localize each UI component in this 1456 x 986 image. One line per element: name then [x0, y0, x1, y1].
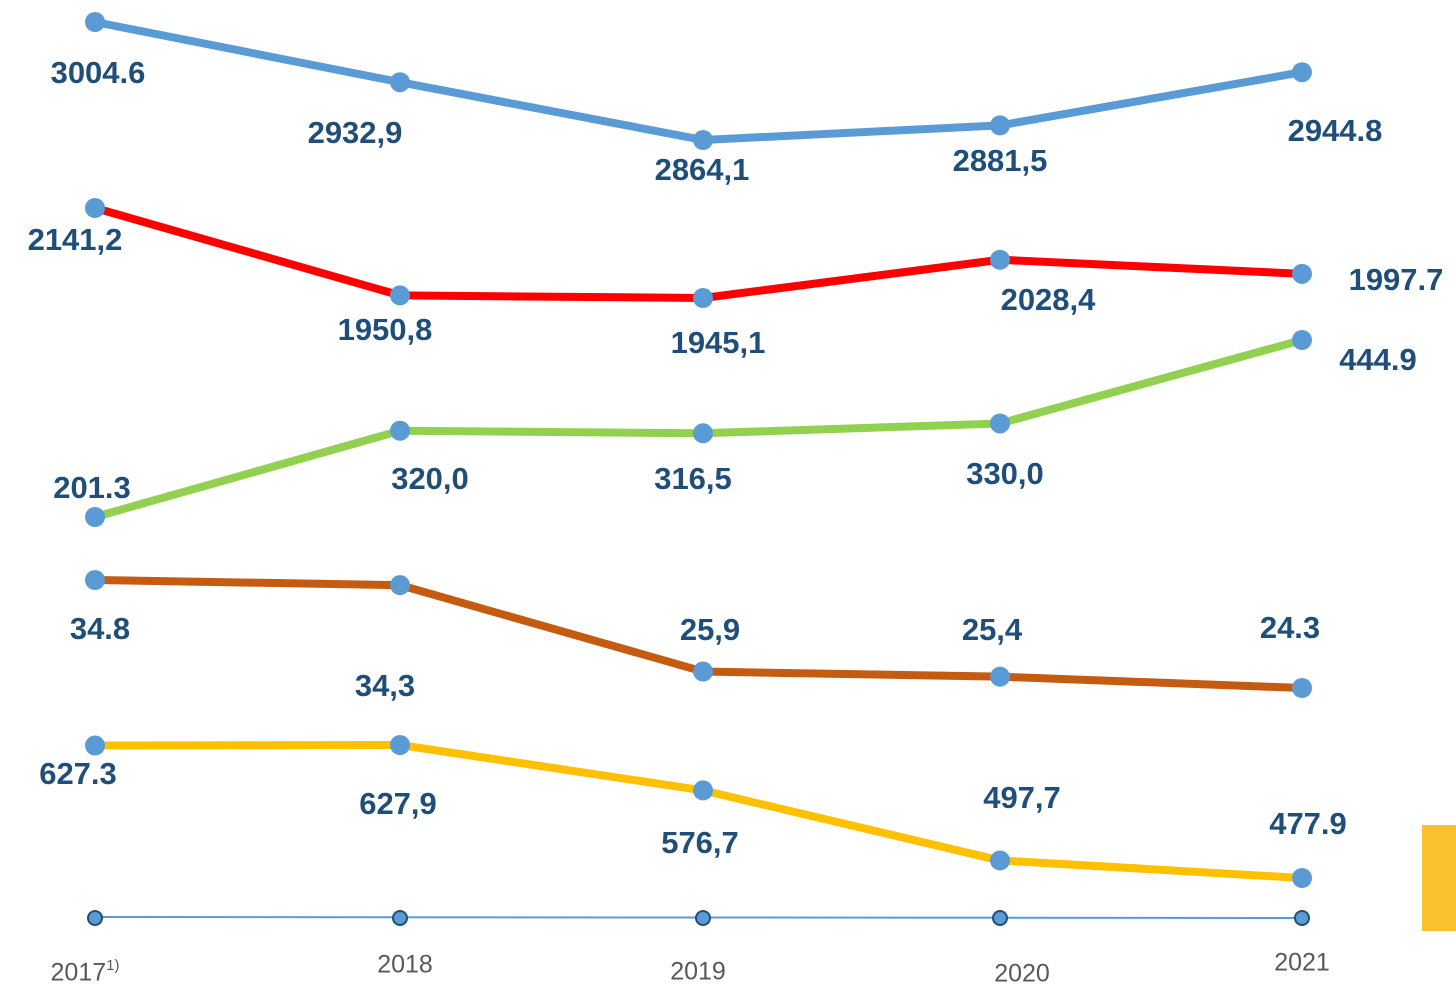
- data-label: 627,9: [359, 786, 437, 821]
- data-label: 201.3: [53, 470, 131, 505]
- data-label: 24.3: [1260, 610, 1320, 645]
- data-label: 576,7: [661, 825, 739, 860]
- data-label: 2881,5: [953, 143, 1048, 178]
- line: [93, 204, 1303, 302]
- decoration: [1422, 825, 1456, 931]
- x-tick-label: 2021: [1274, 949, 1330, 977]
- marker: [1292, 678, 1312, 698]
- axis-dot: [992, 910, 1008, 926]
- x-tick-label: 2019: [670, 958, 726, 986]
- marker: [693, 780, 713, 801]
- marker: [390, 285, 410, 306]
- marker: [990, 666, 1010, 687]
- marker: [85, 12, 105, 32]
- data-label: 2141,2: [28, 222, 123, 257]
- data-label: 320,0: [391, 461, 469, 496]
- marker: [693, 423, 713, 444]
- data-label: 34,3: [355, 668, 415, 703]
- marker: [85, 735, 105, 756]
- data-label: 2028,4: [1001, 282, 1097, 317]
- marker: [1292, 263, 1312, 284]
- marker: [85, 507, 105, 527]
- axis-dot: [87, 910, 103, 926]
- x-tick-label: 2020: [994, 960, 1050, 986]
- data-label: 330,0: [966, 456, 1044, 491]
- data-label: 1950,8: [338, 312, 433, 347]
- marker: [693, 288, 713, 308]
- marker: [990, 413, 1010, 434]
- data-label: 34.8: [70, 611, 130, 646]
- marker: [693, 661, 713, 682]
- marker: [990, 850, 1010, 871]
- marker: [1292, 62, 1312, 83]
- data-label: 1945,1: [671, 325, 766, 360]
- data-label: 25,4: [962, 612, 1023, 647]
- marker: [390, 72, 410, 93]
- x-tick-label: 20171): [51, 957, 120, 986]
- data-label: 2864,1: [655, 152, 750, 187]
- data-label: 2932,9: [308, 115, 403, 150]
- axis-dot: [695, 910, 711, 926]
- data-label: 2944.8: [1288, 113, 1383, 148]
- marker: [1292, 868, 1312, 888]
- data-label: 444.9: [1339, 342, 1417, 377]
- data-label: 497,7: [983, 780, 1061, 815]
- marker: [390, 575, 410, 596]
- marker: [990, 249, 1010, 270]
- marker: [990, 115, 1010, 136]
- data-label: 1997.7: [1349, 262, 1444, 297]
- marker: [693, 130, 713, 150]
- data-label: 25,9: [680, 612, 740, 647]
- data-label: 3004.6: [51, 55, 146, 90]
- data-label: 627.3: [39, 756, 117, 791]
- marker: [390, 735, 410, 755]
- axis-dot: [1294, 910, 1310, 926]
- footnote-mark: 1): [106, 957, 119, 974]
- axis-dot: [392, 910, 408, 926]
- data-label: 316,5: [654, 461, 732, 496]
- marker: [390, 420, 410, 441]
- data-label: 477.9: [1269, 806, 1347, 841]
- marker: [1292, 330, 1312, 350]
- marker: [85, 198, 105, 218]
- line: [94, 18, 1303, 144]
- marker: [85, 570, 105, 590]
- x-tick-label: 2018: [377, 951, 433, 979]
